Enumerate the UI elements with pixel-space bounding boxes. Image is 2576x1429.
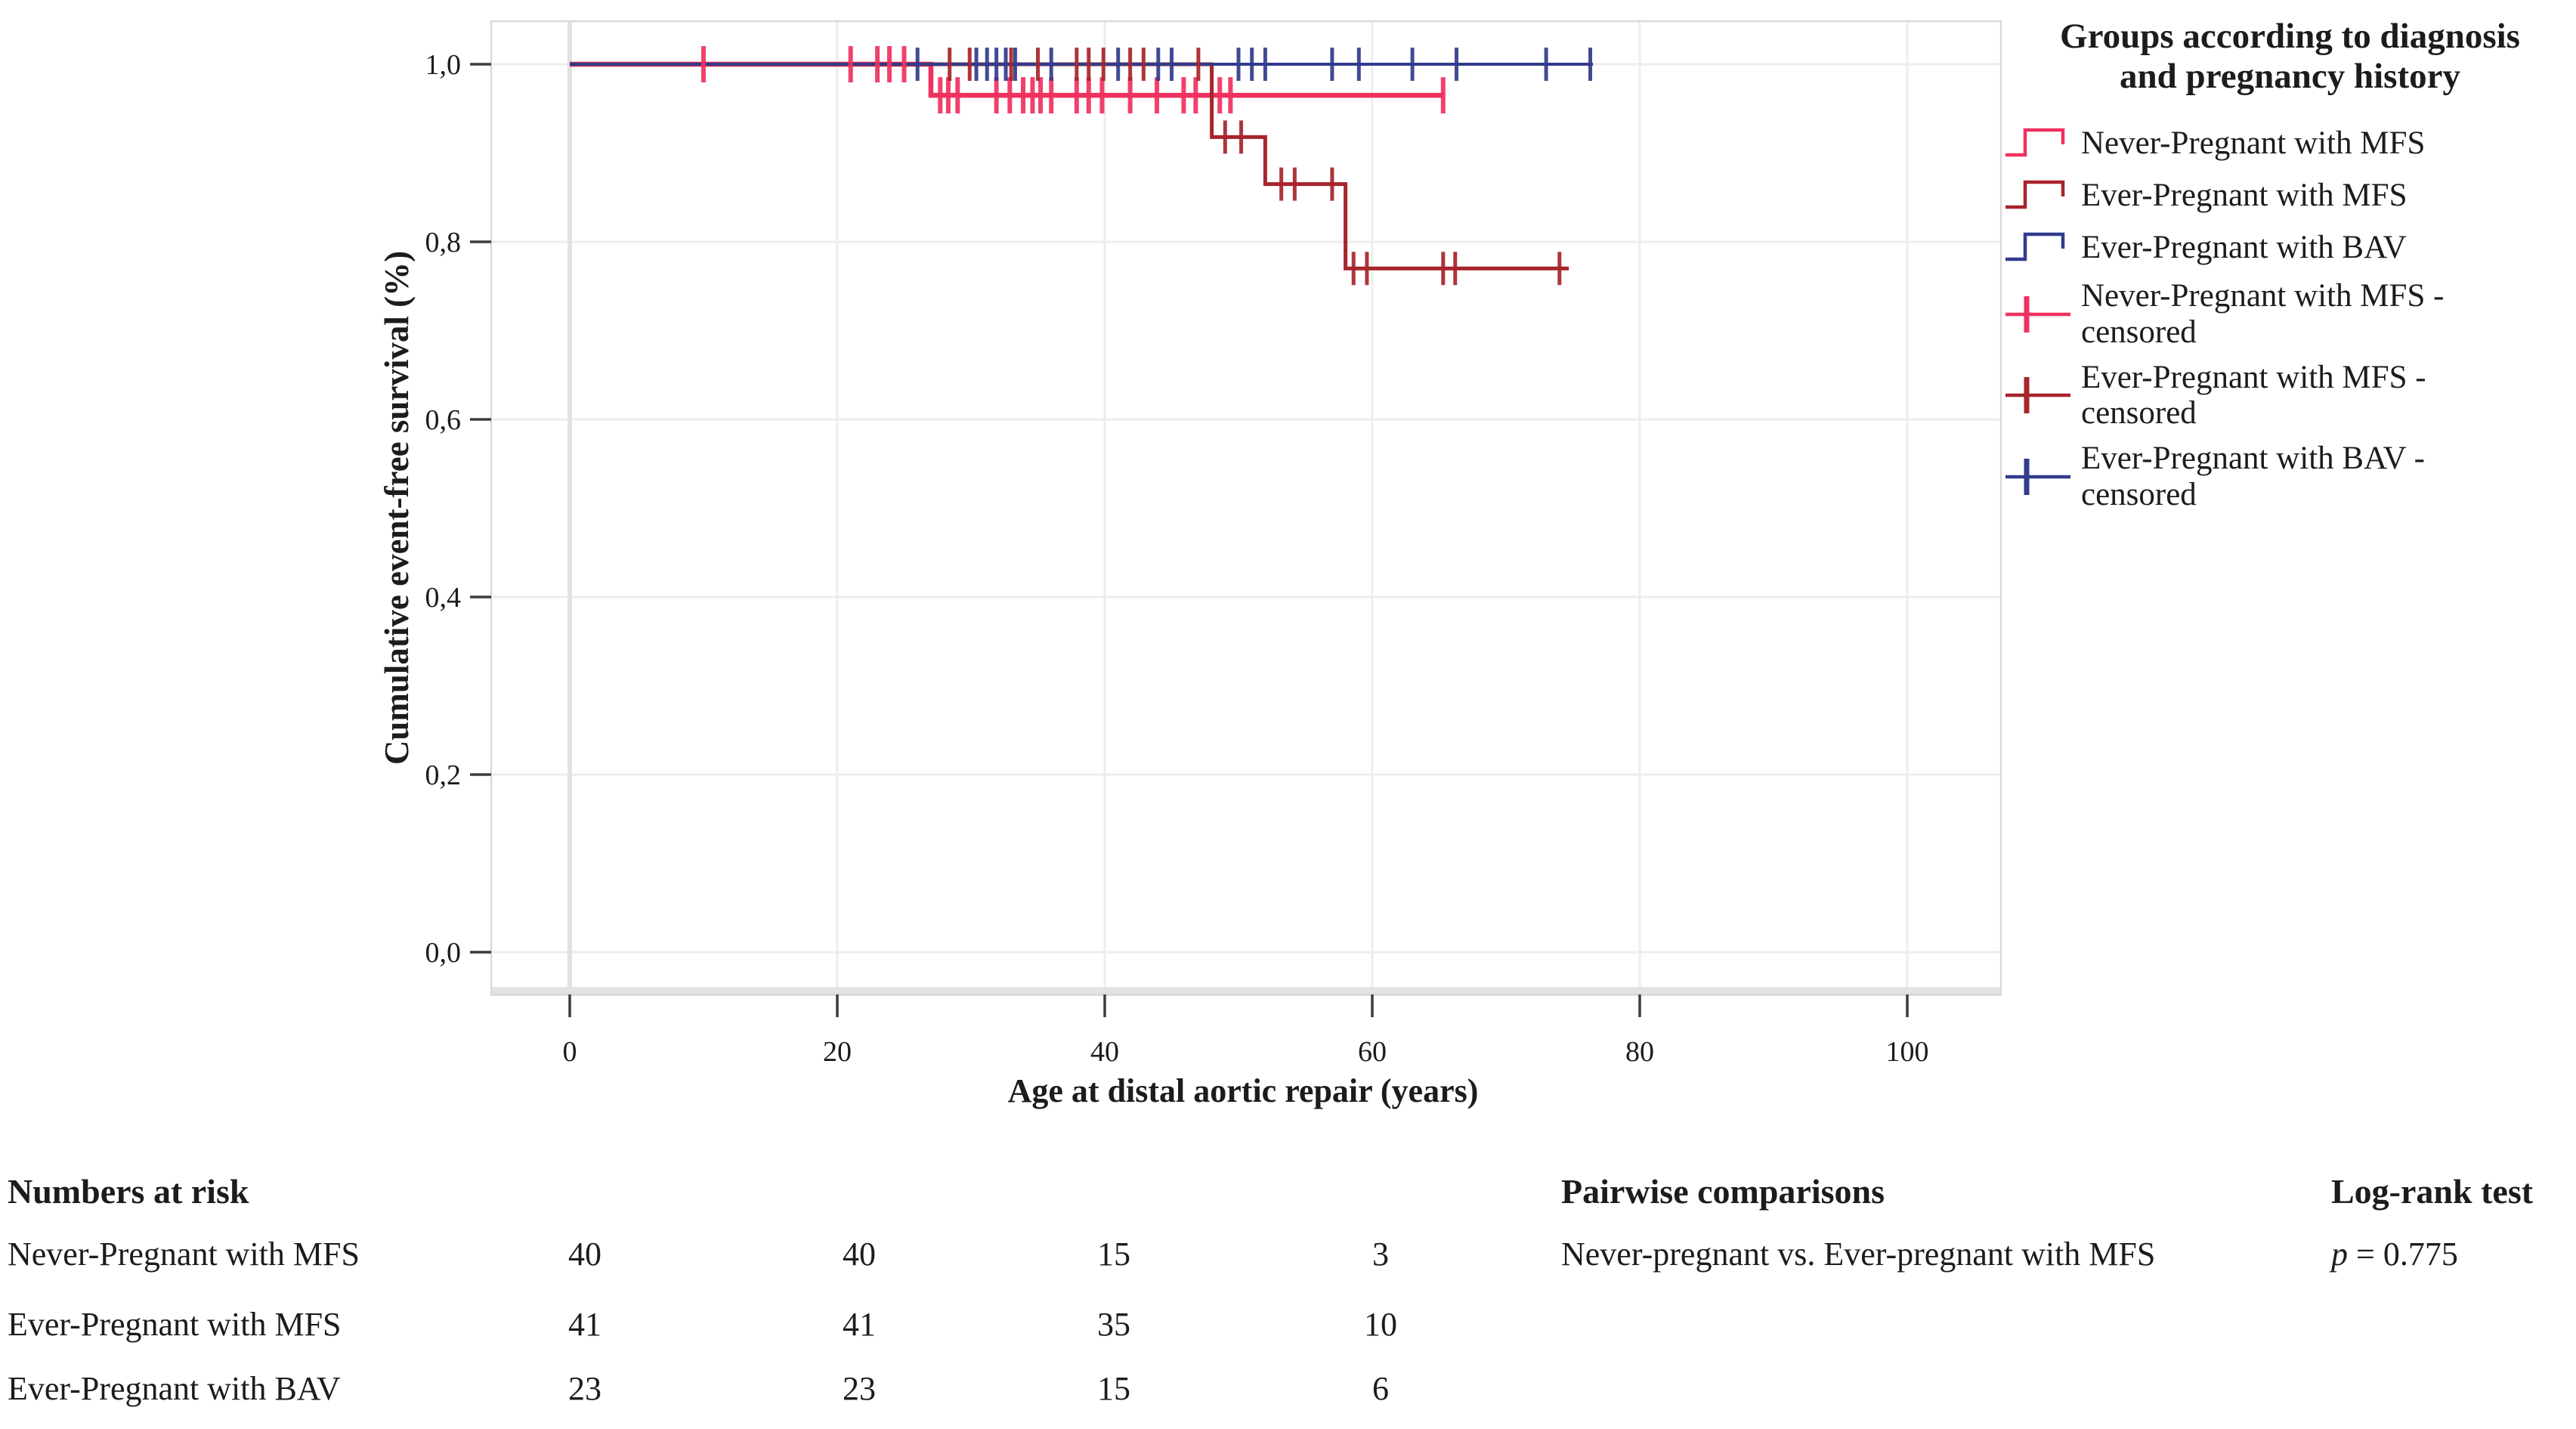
step-line-icon bbox=[2005, 181, 2065, 209]
row-label: Ever-Pregnant with BAV bbox=[8, 1370, 341, 1407]
risk-value: 40 bbox=[568, 1236, 601, 1273]
risk-value: 23 bbox=[568, 1370, 601, 1407]
km-plot-layers: 0,0 0,2 0,4 0,6 0,8 1,0 0 20 40 60 80 100 bbox=[425, 20, 2002, 1068]
y-axis-title: Cumulative event-free survival (%) bbox=[378, 251, 416, 765]
legend-item-ever-pregnant-mfs: Ever-Pregnant with MFS bbox=[2004, 174, 2576, 216]
step-line-icon bbox=[2005, 128, 2065, 157]
numbers-at-risk-title: Numbers at risk bbox=[8, 1172, 249, 1211]
legend: Groups according to diagnosis and pregna… bbox=[2004, 17, 2576, 522]
censored-plus-icon bbox=[2005, 295, 2070, 333]
legend-label: Ever-Pregnant with MFS bbox=[2081, 177, 2407, 213]
row-label: Ever-Pregnant with MFS bbox=[8, 1306, 342, 1343]
y-tick-label: 0,2 bbox=[425, 759, 462, 791]
legend-label: Never-Pregnant with MFS - censored bbox=[2081, 278, 2445, 350]
legend-item-ever-pregnant-bav-censored: Ever-Pregnant with BAV - censored bbox=[2004, 441, 2576, 512]
legend-item-never-pregnant-mfs: Never-Pregnant with MFS bbox=[2004, 122, 2576, 164]
legend-title: Groups according to diagnosis and pregna… bbox=[2004, 17, 2576, 96]
risk-value: 23 bbox=[843, 1370, 876, 1407]
x-tick-label: 40 bbox=[1090, 1036, 1119, 1068]
legend-title-line2: and pregnancy history bbox=[2120, 56, 2460, 96]
log-rank-test-title: Log-rank test bbox=[2331, 1172, 2534, 1211]
legend-item-never-pregnant-mfs-censored: Never-Pregnant with MFS - censored bbox=[2004, 278, 2576, 350]
x-tick-label: 100 bbox=[1886, 1036, 1929, 1068]
x-tick-label: 60 bbox=[1358, 1036, 1387, 1068]
x-tick-label: 20 bbox=[823, 1036, 852, 1068]
row-label: Never-Pregnant with MFS bbox=[8, 1236, 360, 1273]
risk-value: 10 bbox=[1364, 1306, 1397, 1343]
step-line-icon bbox=[2005, 233, 2065, 261]
risk-value: 6 bbox=[1372, 1370, 1389, 1407]
risk-value: 15 bbox=[1097, 1370, 1130, 1407]
y-tick-label: 0,6 bbox=[425, 404, 462, 436]
x-axis-title: Age at distal aortic repair (years) bbox=[1008, 1072, 1479, 1109]
y-tick-label: 0,4 bbox=[425, 582, 462, 614]
km-plot: 0,0 0,2 0,4 0,6 0,8 1,0 0 20 40 60 80 100 Cumulativ… bbox=[378, 20, 2002, 1109]
risk-value: 15 bbox=[1097, 1236, 1130, 1273]
legend-label: Never-Pregnant with MFS bbox=[2081, 125, 2426, 161]
risk-value: 40 bbox=[843, 1236, 876, 1273]
risk-value: 41 bbox=[843, 1306, 876, 1343]
legend-item-ever-pregnant-mfs-censored: Ever-Pregnant with MFS - censored bbox=[2004, 360, 2576, 431]
comparison-label: Never-pregnant vs. Ever-pregnant with MF… bbox=[1561, 1236, 2156, 1273]
x-tick-label: 80 bbox=[1625, 1036, 1654, 1068]
risk-value: 3 bbox=[1372, 1236, 1389, 1273]
censored-plus-icon bbox=[2005, 458, 2070, 495]
p-value: p = 0.775 bbox=[2331, 1236, 2458, 1273]
series-line-1 bbox=[570, 62, 1569, 271]
risk-value: 35 bbox=[1097, 1306, 1130, 1343]
x-tick-label: 0 bbox=[563, 1036, 577, 1068]
legend-label: Ever-Pregnant with BAV - censored bbox=[2081, 441, 2425, 512]
y-tick-label: 0,0 bbox=[425, 937, 462, 969]
risk-value: 41 bbox=[568, 1306, 601, 1343]
plot-frame bbox=[490, 20, 2002, 996]
y-tick-label: 1,0 bbox=[425, 49, 462, 81]
legend-item-ever-pregnant-bav: Ever-Pregnant with BAV bbox=[2004, 226, 2576, 268]
legend-label: Ever-Pregnant with BAV bbox=[2081, 229, 2407, 265]
y-tick-label: 0,8 bbox=[425, 227, 462, 258]
legend-title-line1: Groups according to diagnosis bbox=[2060, 17, 2520, 56]
censored-plus-icon bbox=[2005, 377, 2070, 414]
legend-label: Ever-Pregnant with MFS - censored bbox=[2081, 359, 2426, 431]
pairwise-title: Pairwise comparisons bbox=[1561, 1172, 1885, 1211]
